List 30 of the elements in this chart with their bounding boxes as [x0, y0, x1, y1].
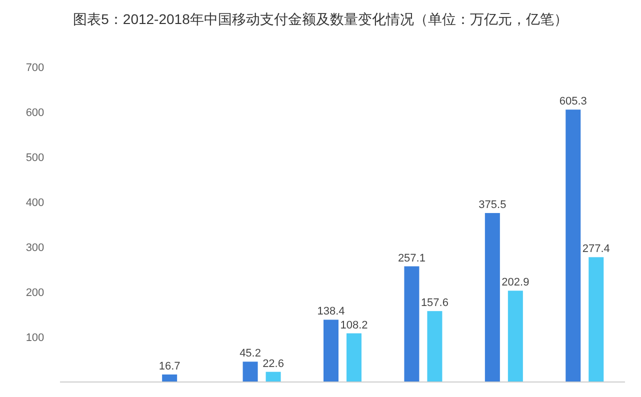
- bar: [566, 110, 581, 382]
- data-label: 22.6: [262, 358, 284, 370]
- y-tick-label: 400: [26, 197, 44, 209]
- data-label: 257.1: [398, 252, 426, 264]
- data-label: 16.7: [158, 360, 180, 372]
- bar: [508, 290, 523, 382]
- data-label: 157.6: [420, 297, 448, 310]
- y-tick-label: 500: [26, 152, 44, 164]
- bar: [588, 257, 604, 382]
- y-tick-label: 200: [26, 287, 44, 299]
- bar: [404, 266, 420, 382]
- bar: [242, 362, 258, 382]
- data-label: 277.4: [582, 243, 610, 256]
- title: 图表5：2012-2018年中国移动支付金额及数量变化情况（单位：万亿元，亿笔）: [73, 11, 568, 27]
- bar: [484, 213, 500, 382]
- bar: [266, 372, 281, 382]
- bar: [324, 320, 338, 382]
- data-label: 605.3: [559, 96, 587, 108]
- data-label: 45.2: [240, 348, 261, 360]
- y-tick-label: 600: [26, 107, 44, 119]
- data-label: 108.2: [340, 319, 368, 332]
- y-tick-label: 100: [26, 332, 44, 344]
- data-label: 138.4: [317, 306, 345, 318]
- y-tick-label: 700: [26, 62, 44, 74]
- data-label: 375.5: [478, 199, 506, 212]
- bar: [162, 374, 178, 382]
- y-tick-label: 300: [26, 242, 44, 254]
- bar: [346, 333, 362, 382]
- data-label: 202.9: [502, 276, 530, 289]
- bar: [427, 311, 442, 382]
